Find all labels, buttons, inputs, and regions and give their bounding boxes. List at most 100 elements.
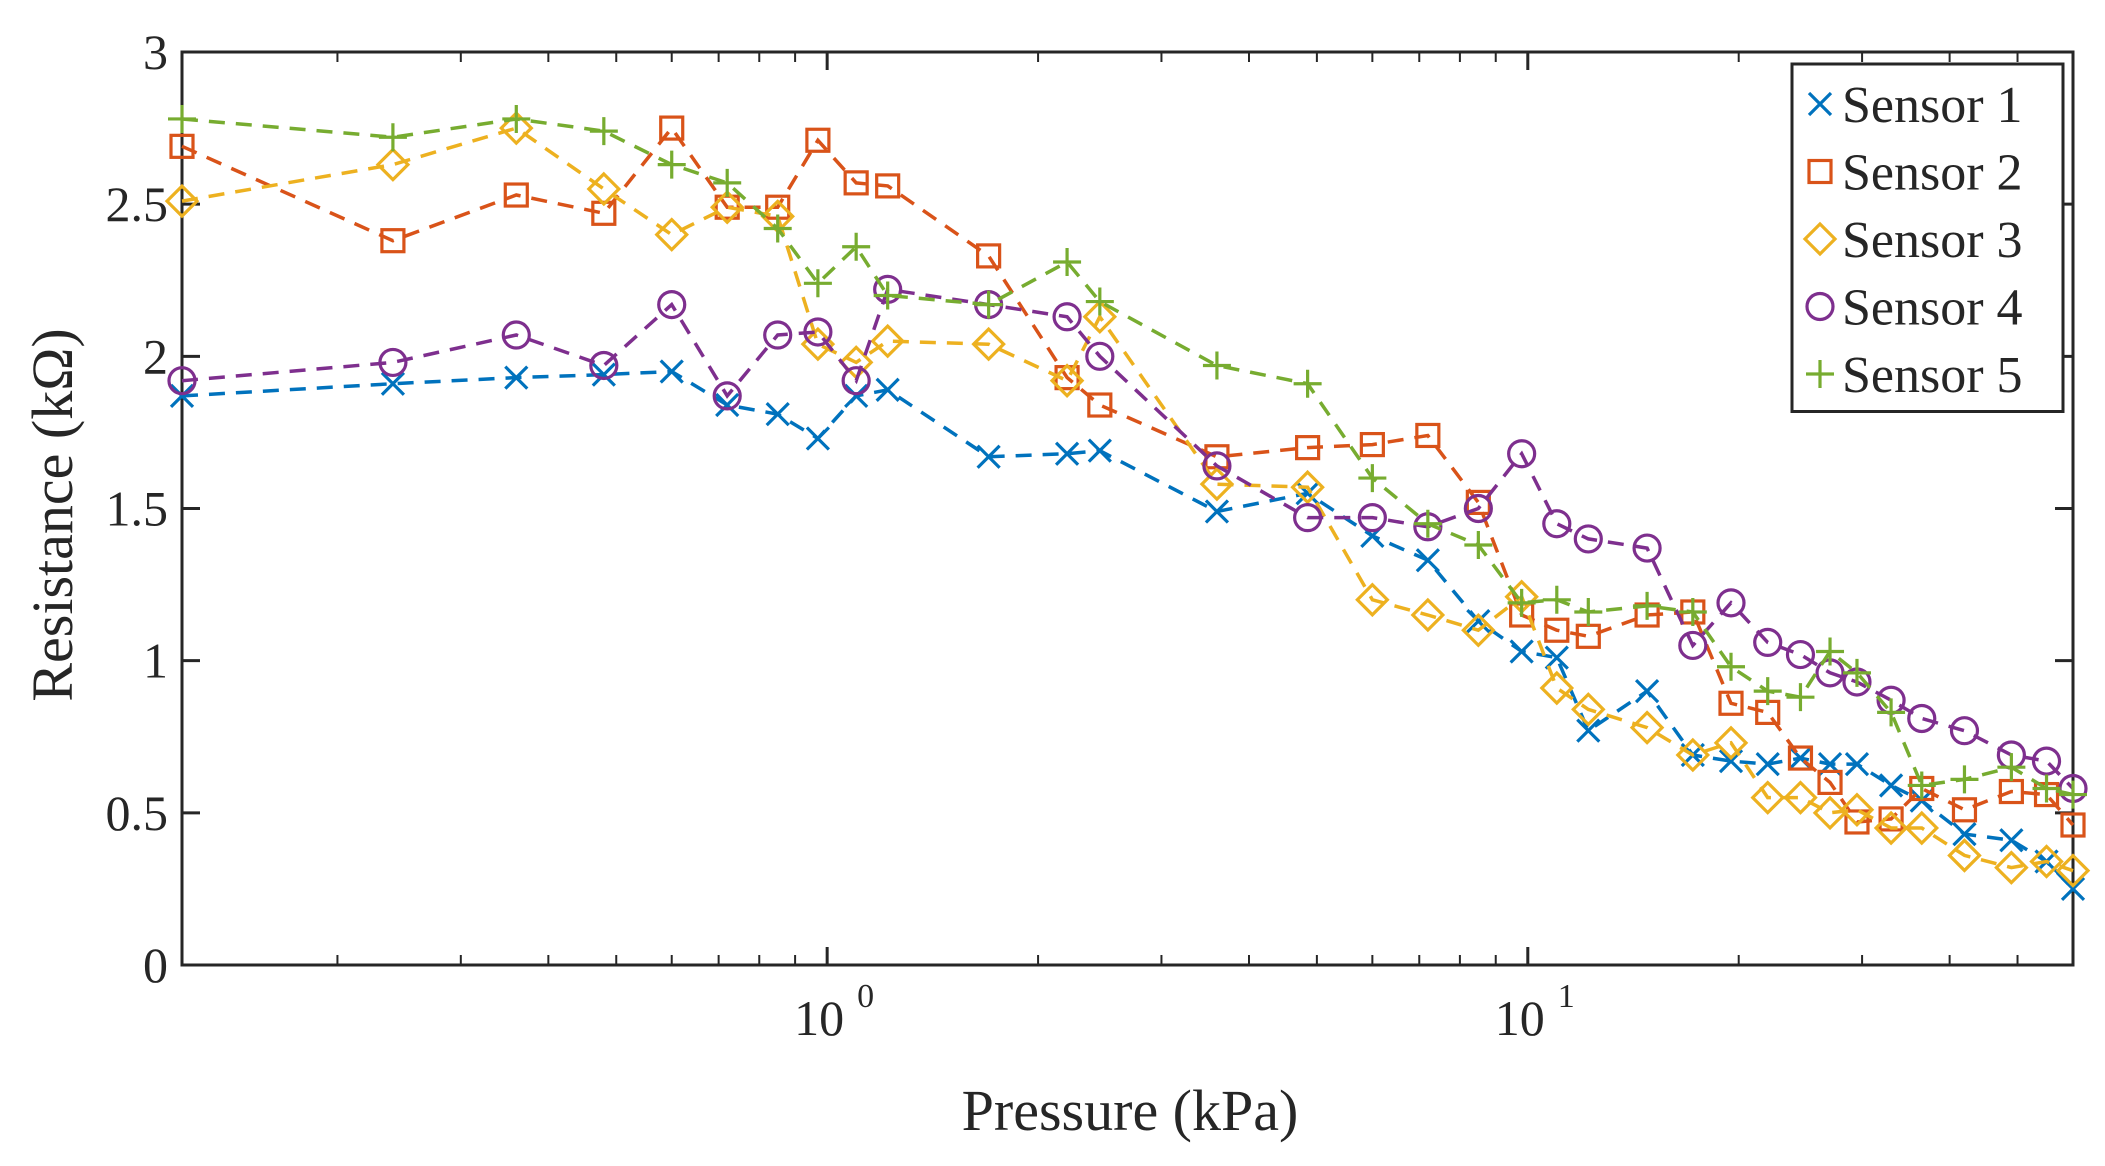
y-tick-label: 0.5 (106, 785, 169, 841)
data-point (1878, 773, 1904, 798)
data-point (2055, 853, 2091, 888)
data-point (1629, 710, 1665, 745)
data-point (1717, 652, 1746, 681)
data-point (1542, 585, 1571, 614)
y-axis-ticks: 0 0.5 1 1.5 2 2.5 3 (106, 24, 2073, 993)
series-line (181, 126, 2074, 873)
data-point (1718, 690, 1744, 716)
data-point (657, 150, 686, 179)
data-point (1052, 302, 1082, 332)
data-point (1085, 341, 1115, 371)
series-line (181, 287, 2075, 790)
series-line (181, 125, 2075, 827)
legend-label: Sensor 5 (1842, 347, 2023, 404)
data-point (659, 359, 684, 384)
data-point (1678, 630, 1708, 661)
legend-entry: Sensor 1 (1807, 77, 2023, 134)
data-point (1358, 464, 1387, 493)
data-point (1509, 639, 1534, 664)
series-sensor-1 (169, 359, 2086, 902)
data-point (1539, 670, 1575, 706)
data-point (1949, 716, 1980, 746)
data-point (1844, 752, 1870, 777)
data-point (1204, 499, 1230, 524)
data-point (1675, 737, 1711, 773)
legend-marker (1805, 291, 1835, 322)
data-point (589, 350, 619, 381)
data-point (1410, 597, 1446, 633)
legend-entry: Sensor 5 (1806, 347, 2023, 404)
data-point (169, 383, 195, 409)
data-point (1713, 725, 1749, 761)
data-point (2031, 746, 2062, 776)
data-point (1199, 466, 1235, 502)
data-point (715, 392, 740, 418)
data-point (763, 320, 793, 350)
data-point (974, 290, 1003, 319)
data-point (1947, 838, 1982, 873)
data-point (2060, 876, 2086, 902)
data-point (591, 362, 616, 387)
series-layer (164, 104, 2091, 902)
data-point (589, 117, 618, 146)
data-point (1997, 753, 2026, 782)
legend-label: Sensor 3 (1842, 212, 2023, 269)
data-point (1087, 392, 1113, 418)
data-point (1082, 299, 1118, 335)
data-point (1873, 810, 1909, 846)
data-point (843, 170, 869, 196)
legend-marker (1807, 158, 1833, 185)
data-point (1544, 617, 1570, 643)
data-point (375, 147, 411, 182)
data-point (657, 289, 687, 320)
legend-label: Sensor 4 (1842, 280, 2023, 337)
legend: Sensor 1 Sensor 2 Sensor 3 Sensor 4 Sensor 5 (1790, 62, 2065, 413)
y-tick-label: 3 (143, 24, 168, 80)
data-point (2059, 780, 2087, 809)
data-point (380, 228, 406, 254)
data-point (1999, 828, 2024, 853)
data-point (1753, 677, 1782, 706)
data-point (1750, 780, 1785, 815)
data-point (168, 104, 196, 133)
data-point (1816, 637, 1845, 666)
data-point (1844, 809, 1870, 835)
data-point (164, 183, 200, 219)
data-point (971, 326, 1006, 362)
data-point (1054, 441, 1080, 466)
data-point (1786, 683, 1815, 712)
y-tick-label: 1.5 (106, 481, 169, 537)
data-point (1907, 771, 1936, 800)
data-point (1293, 369, 1322, 398)
data-point (1293, 503, 1323, 533)
data-point (844, 383, 869, 409)
data-point (1461, 612, 1496, 648)
data-point (169, 133, 195, 159)
legend-marker (1807, 91, 1833, 117)
legend-entry: Sensor 2 (1807, 145, 2023, 202)
data-point (1785, 639, 1816, 670)
data-point (1295, 435, 1321, 461)
x-axis-label: Pressure (kPa) (962, 1078, 1299, 1143)
data-point (2032, 774, 2061, 803)
legend-marker (1806, 360, 1834, 388)
data-point (713, 168, 742, 197)
data-point (712, 381, 742, 411)
data-point (1202, 351, 1231, 380)
data-point (1632, 533, 1662, 563)
data-point (1202, 451, 1232, 481)
data-point (875, 377, 900, 402)
data-point (1507, 439, 1537, 469)
x-tick-label: 10 (1495, 990, 1545, 1046)
x-axis-ticks: 10 0 10 1 (794, 52, 1575, 1046)
series-line (181, 117, 2074, 797)
data-point (654, 217, 689, 252)
data-point (1755, 752, 1780, 777)
series-sensor-4 (167, 274, 2088, 804)
data-point (1463, 493, 1493, 524)
x-minor-ticks (336, 52, 2074, 965)
data-point (1678, 597, 1707, 626)
data-point (1904, 810, 1940, 846)
data-point (1842, 658, 1871, 687)
data-point (504, 365, 529, 390)
